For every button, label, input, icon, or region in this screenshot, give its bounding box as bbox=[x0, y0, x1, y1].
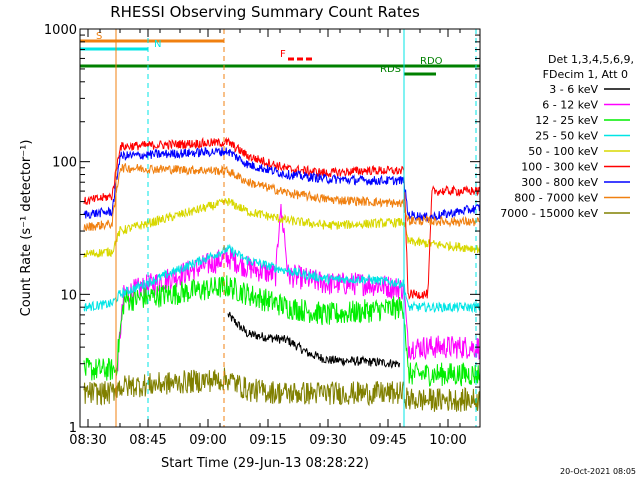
y-tick-label: 1 bbox=[69, 421, 77, 436]
y-tick-label: 10 bbox=[60, 288, 77, 303]
x-tick-label: 08:30 bbox=[69, 433, 106, 448]
plot-area: S N F RDO RDS bbox=[80, 29, 480, 427]
legend-header-decimation: FDecim 1, Att 0 bbox=[543, 68, 628, 81]
series-line-300-800-kev bbox=[83, 146, 480, 222]
legend-label-3-6-kev: 3 - 6 keV bbox=[549, 83, 598, 96]
series-line-3-6-kev bbox=[227, 311, 401, 369]
series-line-6-12-kev bbox=[115, 203, 480, 381]
legend-label-6-12-kev: 6 - 12 keV bbox=[542, 99, 598, 112]
series-line-25-50-kev bbox=[83, 243, 480, 314]
chart-title: RHESSI Observing Summary Count Rates bbox=[110, 3, 420, 21]
legend-header-detectors: Det 1,3,4,5,6,9, bbox=[548, 53, 634, 66]
x-axis-label: Start Time (29-Jun-13 08:28:22) bbox=[161, 456, 369, 471]
series-line-50-100-kev bbox=[83, 197, 480, 258]
footer-date: 20-Oct-2021 08:05 bbox=[560, 467, 636, 476]
y-axis-label: Count Rate (s⁻¹ detector⁻¹) bbox=[19, 140, 34, 317]
flag-label-rdo: RDO bbox=[420, 56, 443, 67]
series-line-12-25-kev bbox=[83, 275, 480, 387]
y-tick-label: 100 bbox=[52, 156, 77, 171]
legend-label-7000-15000-kev: 7000 - 15000 keV bbox=[500, 207, 598, 220]
legend-label-100-300-kev: 100 - 300 keV bbox=[521, 161, 598, 174]
legend-label-12-25-kev: 12 - 25 keV bbox=[535, 114, 598, 127]
x-tick-label: 10:00 bbox=[429, 433, 466, 448]
flag-label-f: F bbox=[280, 49, 286, 60]
x-tick-label: 08:45 bbox=[129, 433, 166, 448]
legend: Det 1,3,4,5,6,9, FDecim 1, Att 0 3 - 6 k… bbox=[500, 53, 634, 220]
series-line-7000-15000-kev bbox=[83, 367, 480, 412]
legend-label-25-50-kev: 25 - 50 keV bbox=[535, 130, 598, 143]
x-tick-label: 09:30 bbox=[309, 433, 346, 448]
series-group: S N F RDO RDS bbox=[80, 29, 480, 427]
x-tick-label: 09:45 bbox=[369, 433, 406, 448]
x-tick-label: 09:15 bbox=[249, 433, 286, 448]
y-tick-label: 1000 bbox=[44, 23, 77, 38]
legend-label-300-800-kev: 300 - 800 keV bbox=[521, 176, 598, 189]
series-line-100-300-kev bbox=[83, 136, 480, 300]
series-line-800-7000-kev bbox=[83, 163, 480, 232]
flag-label-s: S bbox=[96, 31, 102, 42]
legend-label-800-7000-kev: 800 - 7000 keV bbox=[514, 192, 598, 205]
x-tick-label: 09:00 bbox=[189, 433, 226, 448]
legend-label-50-100-kev: 50 - 100 keV bbox=[528, 145, 598, 158]
flag-label-rds: RDS bbox=[380, 64, 401, 75]
flag-label-n: N bbox=[154, 39, 161, 50]
axis-ticks: 08:30 08:45 09:00 09:15 09:30 09:45 10:00 1 10 10… bbox=[44, 23, 481, 448]
